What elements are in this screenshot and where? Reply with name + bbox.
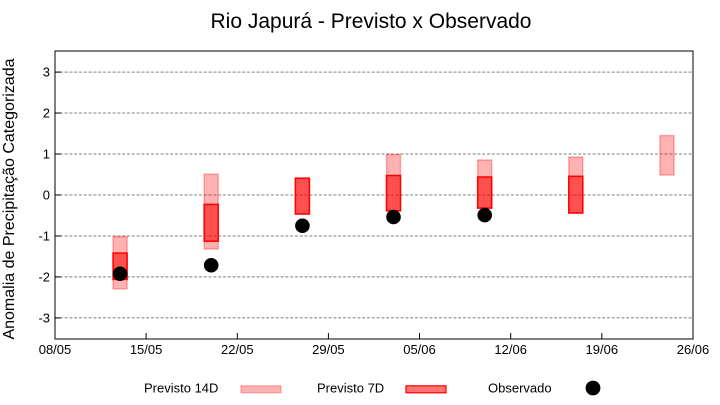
- svg-text:05/06: 05/06: [403, 342, 436, 357]
- svg-text:29/05: 29/05: [312, 342, 345, 357]
- svg-text:1: 1: [43, 147, 50, 162]
- svg-text:22/05: 22/05: [221, 342, 254, 357]
- svg-text:Previsto 14D: Previsto 14D: [144, 381, 218, 396]
- svg-text:0: 0: [43, 188, 50, 203]
- svg-text:Anomalia de Precipitação Categ: Anomalia de Precipitação Categorizada: [1, 58, 18, 339]
- svg-text:-1: -1: [38, 229, 50, 244]
- svg-text:-3: -3: [38, 311, 50, 326]
- svg-text:12/06: 12/06: [494, 342, 527, 357]
- svg-text:Observado: Observado: [488, 381, 552, 396]
- svg-text:Previsto 7D: Previsto 7D: [317, 381, 384, 396]
- svg-text:2: 2: [43, 106, 50, 121]
- svg-text:26/06: 26/06: [677, 342, 710, 357]
- svg-text:08/05: 08/05: [39, 342, 72, 357]
- svg-text:15/05: 15/05: [130, 342, 163, 357]
- svg-text:-2: -2: [38, 270, 50, 285]
- svg-text:3: 3: [43, 65, 50, 80]
- svg-text:19/06: 19/06: [586, 342, 619, 357]
- svg-text:Rio Japurá - Previsto x Observ: Rio Japurá - Previsto x Observado: [211, 10, 532, 33]
